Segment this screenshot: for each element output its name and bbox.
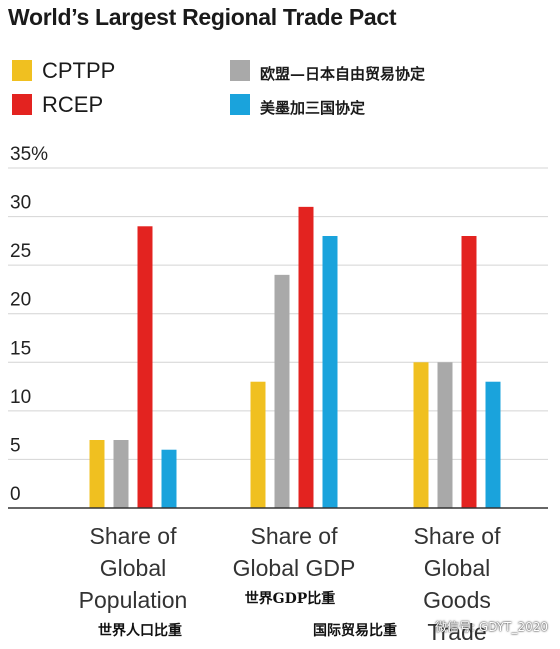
legend-label-usmca: 美墨加三国协定 — [260, 99, 366, 117]
x-tick-sublabel: 世界GDP比重 — [245, 590, 336, 607]
y-tick-label: 0 — [10, 484, 21, 505]
y-tick-label: 15 — [10, 338, 31, 359]
x-tick-label: Global — [100, 555, 166, 581]
legend-swatch-eu-japan — [230, 60, 250, 81]
bar — [322, 236, 338, 508]
y-tick-label: 35% — [10, 144, 48, 165]
legend-label-rcep: RCEP — [42, 92, 104, 117]
y-tick-label: 25 — [10, 241, 31, 262]
x-tick-label: Share of — [251, 523, 339, 549]
x-tick-label: Share of — [414, 523, 502, 549]
y-tick-label: 30 — [10, 193, 31, 214]
x-tick-label: Trade — [427, 619, 486, 645]
x-tick-label: Global GDP — [233, 555, 356, 581]
bar — [461, 236, 477, 508]
x-tick-label: Global — [424, 555, 490, 581]
y-tick-label: 5 — [10, 435, 21, 456]
bar — [113, 440, 129, 508]
bar — [137, 226, 153, 508]
y-tick-label: 10 — [10, 387, 31, 408]
x-tick-label: Share of — [90, 523, 178, 549]
bar — [250, 381, 266, 508]
y-tick-label: 20 — [10, 290, 31, 311]
bar-chart: 0 5 10 15 20 25 30 35% Share of Global Population… — [8, 144, 548, 645]
bar — [437, 362, 453, 508]
bar — [89, 440, 105, 508]
watermark: 微信号: GDYT_2020 — [435, 620, 548, 634]
category-labels: Share of Global Population 世界人口比重 Share of Gl… — [79, 523, 501, 645]
chart-title: World’s Largest Regional Trade Pact — [8, 4, 397, 30]
bar — [274, 274, 290, 508]
x-tick-label: Population — [79, 587, 188, 613]
bar — [485, 381, 501, 508]
legend-swatch-cptpp — [12, 60, 32, 81]
x-tick-label: Goods — [423, 587, 491, 613]
bars — [89, 206, 501, 508]
bar — [161, 449, 177, 508]
x-tick-sublabel: 国际贸易比重 — [313, 622, 397, 639]
legend-swatch-rcep — [12, 94, 32, 115]
x-tick-sublabel: 世界人口比重 — [98, 622, 182, 639]
legend-label-cptpp: CPTPP — [42, 58, 116, 83]
legend-label-eu-japan: 欧盟—日本自由贸易协定 — [260, 65, 426, 83]
y-axis-ticks: 0 5 10 15 20 25 30 35% — [10, 144, 48, 505]
legend-swatch-usmca — [230, 94, 250, 115]
bar — [298, 206, 314, 508]
bar — [413, 362, 429, 508]
